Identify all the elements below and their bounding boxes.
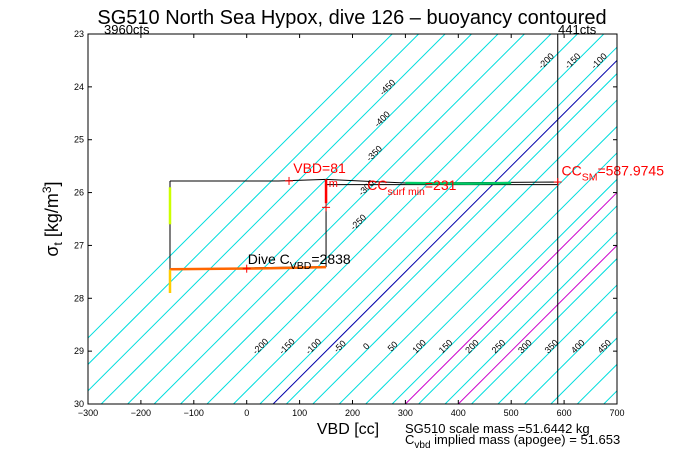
corner-label-right: 441cts bbox=[558, 22, 597, 37]
y-axis-label-sub: t bbox=[51, 241, 65, 245]
y-tick-label-6: 29 bbox=[74, 346, 84, 356]
y-tick-label-5: 28 bbox=[74, 293, 84, 303]
contour-line-2 bbox=[88, 34, 446, 392]
x-axis-label: VBD [cc] bbox=[317, 421, 379, 438]
x-tick-label-2: −100 bbox=[184, 408, 204, 418]
y-axis-label-unit: [kg/m bbox=[42, 193, 62, 242]
contour-line-0 bbox=[88, 34, 393, 339]
x-tick-label-9: 600 bbox=[557, 408, 572, 418]
contour-line-17 bbox=[471, 257, 617, 404]
annotation-3-main: CC bbox=[561, 163, 581, 179]
annotation-2-main: CC bbox=[367, 177, 387, 193]
y-tick-label-2: 25 bbox=[74, 135, 84, 145]
contour-line-9 bbox=[259, 46, 617, 404]
y-axis-label-close: ] bbox=[42, 181, 62, 186]
y-tick-label-4: 27 bbox=[74, 240, 84, 250]
annotation-1-main: m bbox=[329, 178, 338, 190]
annotation-0-main: VBD bbox=[293, 160, 322, 176]
highlight-contour-0 bbox=[272, 59, 617, 404]
highlight-contour-1 bbox=[405, 191, 617, 404]
footer-scale-mass: SG510 scale mass =51.6442 kg bbox=[405, 421, 590, 436]
chart-title: SG510 North Sea Hypox, dive 126 – buoyan… bbox=[97, 7, 606, 29]
corner-label-left: 3960cts bbox=[104, 22, 150, 37]
contour-line-15 bbox=[418, 205, 617, 404]
annotation-4-sub: VBD bbox=[290, 260, 312, 272]
annotation-1: m bbox=[329, 178, 338, 190]
x-tick-label-6: 300 bbox=[398, 408, 413, 418]
contour-line-14 bbox=[391, 178, 617, 404]
contour-line-4 bbox=[127, 34, 499, 404]
contour-line-19 bbox=[524, 310, 617, 404]
marker-1 bbox=[322, 203, 331, 212]
contour-line-18 bbox=[497, 284, 617, 404]
annotation-3: CCSM=587.9745 bbox=[561, 163, 664, 184]
contour-line-5 bbox=[153, 34, 525, 404]
x-axis-ticks: −300 −200 −100 0 100 200 300 400 500 600 700 bbox=[78, 34, 625, 418]
footer-implied-mass: Cvbd implied mass (apogee) = 51.653 bbox=[405, 432, 620, 451]
annotation-2-sub: surf min bbox=[388, 186, 426, 198]
highlight-contour-2 bbox=[457, 244, 617, 404]
annotation-4-main: Dive C bbox=[248, 251, 290, 267]
marker-2 bbox=[242, 264, 251, 273]
marker-0 bbox=[285, 176, 294, 185]
y-axis-label-sup: 3 bbox=[40, 186, 54, 193]
annotation-0: VBD=81 bbox=[293, 160, 346, 176]
annotation-2: CCsurf min=231 bbox=[367, 177, 456, 198]
contour-line-3 bbox=[100, 34, 472, 404]
contour-line-24 bbox=[657, 34, 681, 404]
contour-line-7 bbox=[206, 34, 578, 404]
contour-label-top-9: 0 bbox=[647, 56, 658, 67]
contour-label-bottom-4: 0 bbox=[361, 341, 372, 352]
contour-label-top-10: 50 bbox=[671, 54, 681, 68]
y-axis-ticks: 23 24 25 26 27 28 29 30 bbox=[74, 29, 617, 409]
y-tick-label-3: 26 bbox=[74, 188, 84, 198]
x-tick-label-4: 100 bbox=[292, 408, 307, 418]
contour-line-23 bbox=[630, 34, 681, 404]
x-tick-label-0: −300 bbox=[78, 408, 98, 418]
contour-line-6 bbox=[180, 34, 552, 404]
contour-line-1 bbox=[88, 34, 419, 366]
annotation-3-sub: SM bbox=[582, 172, 598, 184]
x-tick-label-7: 400 bbox=[451, 408, 466, 418]
contour-label-bottom-14: 500 bbox=[622, 338, 640, 356]
markers bbox=[242, 176, 562, 273]
y-tick-label-0: 23 bbox=[74, 29, 84, 39]
dive-segment-1 bbox=[169, 265, 327, 271]
y-axis-label-sigma: σ bbox=[42, 245, 62, 256]
y-tick-label-7: 30 bbox=[74, 399, 84, 409]
x-tick-label-10: 700 bbox=[609, 408, 624, 418]
x-tick-label-5: 200 bbox=[345, 408, 360, 418]
plot-area bbox=[88, 34, 617, 404]
contour-line-8 bbox=[233, 34, 605, 404]
y-axis-label: σt [kg/m3] bbox=[40, 181, 65, 256]
annotation-3-value: =587.9745 bbox=[597, 163, 664, 179]
contour-line-20 bbox=[550, 337, 617, 404]
x-tick-label-3: 0 bbox=[244, 408, 249, 418]
contour-line-12 bbox=[338, 125, 617, 404]
x-tick-label-8: 500 bbox=[504, 408, 519, 418]
highlight-contours bbox=[272, 59, 617, 404]
contour-line-16 bbox=[444, 231, 617, 404]
annotation-4: Dive CVBD=2838 bbox=[248, 251, 351, 272]
annotation-4-value: =2838 bbox=[311, 251, 351, 267]
contour-label-top-8: -50 bbox=[617, 53, 633, 69]
contour-line-11 bbox=[312, 99, 617, 404]
y-tick-label-1: 24 bbox=[74, 82, 84, 92]
contour-line-10 bbox=[286, 72, 617, 404]
annotation-0-value: =81 bbox=[322, 160, 346, 176]
x-tick-label-1: −200 bbox=[131, 408, 151, 418]
footer-vbd-sub: vbd bbox=[414, 440, 430, 451]
footer-c: C bbox=[405, 432, 414, 447]
contour-line-13 bbox=[365, 152, 617, 404]
marker-3 bbox=[553, 178, 562, 186]
annotation-2-value: =231 bbox=[425, 177, 457, 193]
dive-segment-0 bbox=[405, 181, 512, 185]
footer-implied-text: implied mass (apogee) = 51.653 bbox=[431, 432, 621, 447]
contour-lines bbox=[88, 34, 681, 404]
